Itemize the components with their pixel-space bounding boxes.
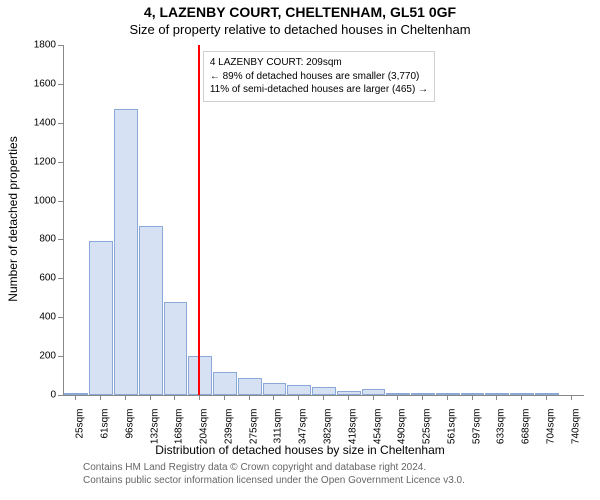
histogram-bar (337, 391, 361, 395)
histogram-bar (535, 393, 559, 395)
y-axis-label: Number of detached properties (6, 119, 20, 319)
y-tick-mark (58, 356, 63, 357)
x-tick-mark (496, 395, 497, 400)
x-tick-mark (521, 395, 522, 400)
histogram-bar (436, 393, 460, 395)
histogram-bar (114, 109, 138, 395)
chart-container: 4, LAZENBY COURT, CHELTENHAM, GL51 0GF S… (0, 0, 600, 500)
x-tick-mark (273, 395, 274, 400)
histogram-bar (263, 383, 287, 395)
x-tick-mark (447, 395, 448, 400)
y-tick-mark (58, 84, 63, 85)
x-tick-label: 597sqm (471, 409, 482, 459)
y-tick-mark (58, 45, 63, 46)
x-tick-label: 454sqm (372, 409, 383, 459)
y-tick-label: 0 (28, 390, 56, 401)
y-tick-label: 1400 (28, 117, 56, 128)
histogram-bar (213, 372, 237, 395)
x-tick-label: 382sqm (323, 409, 334, 459)
x-tick-mark (249, 395, 250, 400)
x-tick-label: 132sqm (149, 409, 160, 459)
y-tick-label: 1800 (28, 40, 56, 51)
x-tick-label: 96sqm (124, 409, 135, 459)
info-line-2: ← 89% of detached houses are smaller (3,… (210, 70, 428, 84)
x-tick-label: 561sqm (446, 409, 457, 459)
x-tick-mark (422, 395, 423, 400)
x-tick-mark (472, 395, 473, 400)
y-tick-label: 400 (28, 312, 56, 323)
credit-line-2: Contains public sector information licen… (83, 474, 465, 487)
info-line-3: 11% of semi-detached houses are larger (… (210, 83, 428, 97)
x-tick-mark (100, 395, 101, 400)
x-tick-label: 311sqm (273, 409, 284, 459)
credit-line-1: Contains HM Land Registry data © Crown c… (83, 461, 465, 474)
x-tick-mark (571, 395, 572, 400)
histogram-bar (238, 378, 262, 396)
x-tick-mark (373, 395, 374, 400)
x-tick-label: 704sqm (545, 409, 556, 459)
y-tick-mark (58, 123, 63, 124)
histogram-bar (139, 226, 163, 395)
x-tick-mark (323, 395, 324, 400)
x-tick-mark (199, 395, 200, 400)
info-line-1: 4 LAZENBY COURT: 209sqm (210, 56, 428, 70)
x-tick-label: 239sqm (223, 409, 234, 459)
y-tick-mark (58, 201, 63, 202)
x-tick-label: 418sqm (347, 409, 358, 459)
y-tick-label: 200 (28, 351, 56, 362)
x-tick-mark (397, 395, 398, 400)
x-tick-mark (125, 395, 126, 400)
y-tick-mark (58, 317, 63, 318)
x-tick-label: 275sqm (248, 409, 259, 459)
reference-info-box: 4 LAZENBY COURT: 209sqm ← 89% of detache… (203, 51, 435, 102)
histogram-bar (312, 387, 336, 395)
y-tick-label: 1000 (28, 195, 56, 206)
y-tick-mark (58, 395, 63, 396)
chart-title-sub: Size of property relative to detached ho… (0, 22, 600, 37)
y-tick-mark (58, 239, 63, 240)
y-tick-label: 600 (28, 273, 56, 284)
credit-text: Contains HM Land Registry data © Crown c… (83, 461, 465, 487)
y-tick-mark (58, 278, 63, 279)
histogram-bar (164, 302, 188, 395)
x-tick-mark (348, 395, 349, 400)
y-tick-label: 1200 (28, 156, 56, 167)
x-tick-mark (546, 395, 547, 400)
x-tick-label: 204sqm (199, 409, 210, 459)
x-tick-label: 168sqm (174, 409, 185, 459)
histogram-bar (89, 241, 113, 395)
x-tick-label: 525sqm (422, 409, 433, 459)
chart-title-main: 4, LAZENBY COURT, CHELTENHAM, GL51 0GF (0, 4, 600, 20)
y-tick-label: 1600 (28, 78, 56, 89)
histogram-bar (287, 385, 311, 395)
y-tick-label: 800 (28, 234, 56, 245)
x-tick-mark (224, 395, 225, 400)
x-tick-label: 740sqm (570, 409, 581, 459)
y-tick-mark (58, 162, 63, 163)
x-tick-label: 61sqm (100, 409, 111, 459)
x-tick-label: 633sqm (496, 409, 507, 459)
x-tick-label: 490sqm (397, 409, 408, 459)
reference-line (198, 45, 201, 395)
x-tick-mark (298, 395, 299, 400)
x-tick-mark (174, 395, 175, 400)
x-tick-mark (150, 395, 151, 400)
x-tick-label: 347sqm (298, 409, 309, 459)
x-tick-label: 25sqm (75, 409, 86, 459)
x-tick-label: 668sqm (521, 409, 532, 459)
x-tick-mark (75, 395, 76, 400)
